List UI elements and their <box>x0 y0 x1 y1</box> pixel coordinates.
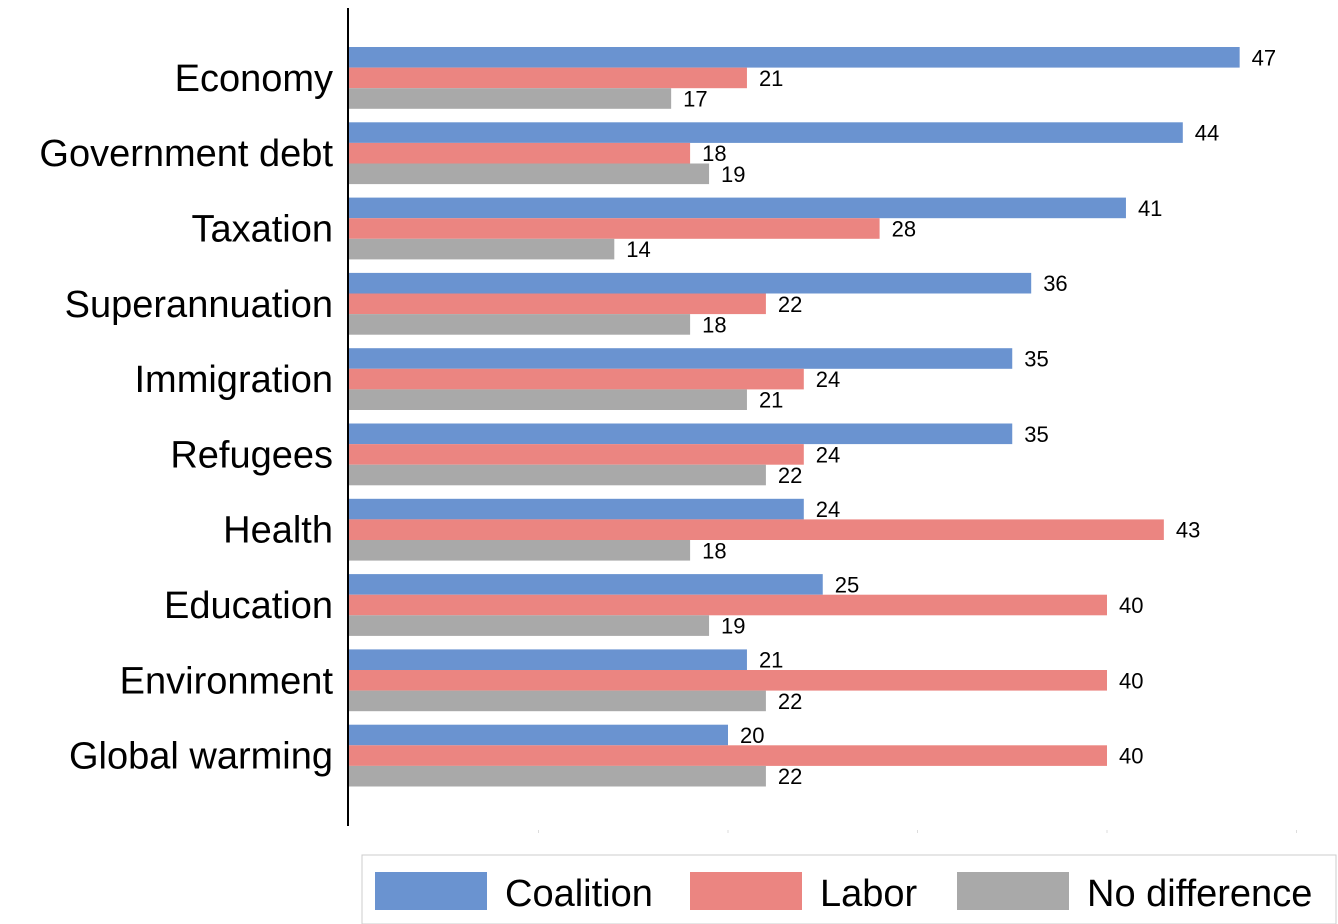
bar-coalition-taxation <box>349 197 1126 219</box>
value-label-labor-global-warming: 40 <box>1119 744 1143 769</box>
bar-labor-taxation <box>349 218 880 239</box>
legend: Coalition Labor No difference <box>361 854 1337 924</box>
category-label-health: Health <box>223 510 333 552</box>
bar-coalition-global-warming <box>349 724 728 746</box>
bar-labor-environment <box>349 670 1107 691</box>
value-label-labor-education: 40 <box>1119 593 1143 618</box>
bar-no-difference-immigration <box>349 389 747 410</box>
value-label-labor-refugees: 24 <box>816 442 840 467</box>
legend-swatch-no-difference <box>957 872 1069 910</box>
value-label-labor-superannuation: 22 <box>778 292 802 317</box>
category-label-immigration: Immigration <box>135 359 334 401</box>
bar-no-difference-refugees <box>349 464 766 486</box>
bar-labor-superannuation <box>349 293 766 315</box>
bar-no-difference-taxation <box>349 238 615 260</box>
bar-labor-immigration <box>349 368 804 390</box>
bar-no-difference-government-debt <box>349 163 710 185</box>
bar-coalition-education <box>349 574 823 595</box>
bar-labor-education <box>349 594 1107 616</box>
value-label-no-difference-government-debt: 19 <box>721 162 745 187</box>
value-label-coalition-taxation: 41 <box>1138 196 1162 221</box>
legend-frame <box>361 854 1337 924</box>
category-label-superannuation: Superannuation <box>65 284 333 326</box>
bar-labor-global-warming <box>349 745 1107 766</box>
bar-no-difference-health <box>349 540 691 561</box>
bar-labor-economy <box>349 67 747 89</box>
legend-swatch-coalition <box>375 872 487 910</box>
x-axis-ticks <box>538 830 1297 833</box>
value-label-labor-immigration: 24 <box>816 367 840 392</box>
category-label-government-debt: Government debt <box>39 133 333 175</box>
bar-coalition-refugees <box>349 423 1013 445</box>
value-label-no-difference-taxation: 14 <box>626 237 650 262</box>
category-label-taxation: Taxation <box>191 209 333 251</box>
value-label-no-difference-economy: 17 <box>683 87 707 112</box>
legend-label-labor: Labor <box>820 873 918 915</box>
category-label-global-warming: Global warming <box>69 736 333 778</box>
value-label-coalition-government-debt: 44 <box>1195 121 1219 146</box>
bar-coalition-health <box>349 498 804 520</box>
category-label-environment: Environment <box>120 660 334 702</box>
value-label-labor-environment: 40 <box>1119 668 1143 693</box>
bar-no-difference-environment <box>349 690 766 712</box>
bar-no-difference-education <box>349 615 710 636</box>
bar-coalition-economy <box>349 47 1240 68</box>
value-label-labor-taxation: 28 <box>892 217 916 242</box>
legend-label-no-difference: No difference <box>1087 873 1312 915</box>
category-label-economy: Economy <box>175 58 333 100</box>
bar-labor-government-debt <box>349 142 691 164</box>
value-label-coalition-economy: 47 <box>1252 45 1276 70</box>
bar-no-difference-economy <box>349 88 672 109</box>
bar-coalition-environment <box>349 649 747 670</box>
category-label-refugees: Refugees <box>170 434 333 476</box>
value-label-labor-health: 43 <box>1176 518 1200 543</box>
value-label-coalition-refugees: 35 <box>1024 422 1048 447</box>
value-label-no-difference-refugees: 22 <box>778 463 802 488</box>
value-label-labor-government-debt: 18 <box>702 141 726 166</box>
bar-coalition-immigration <box>349 348 1013 369</box>
bar-no-difference-global-warming <box>349 765 766 787</box>
value-label-coalition-environment: 21 <box>759 648 783 673</box>
value-label-no-difference-education: 19 <box>721 614 745 639</box>
value-label-labor-economy: 21 <box>759 66 783 91</box>
value-label-no-difference-superannuation: 18 <box>702 312 726 337</box>
value-label-no-difference-global-warming: 22 <box>778 764 802 789</box>
legend-swatch-labor <box>690 872 802 910</box>
value-label-coalition-education: 25 <box>835 572 859 597</box>
bar-coalition-superannuation <box>349 272 1032 294</box>
bar-no-difference-superannuation <box>349 314 691 335</box>
value-label-no-difference-environment: 22 <box>778 689 802 714</box>
bar-labor-refugees <box>349 444 804 465</box>
value-label-no-difference-immigration: 21 <box>759 388 783 413</box>
value-label-no-difference-health: 18 <box>702 538 726 563</box>
value-label-coalition-superannuation: 36 <box>1043 271 1067 296</box>
category-label-education: Education <box>164 585 333 627</box>
value-label-coalition-global-warming: 20 <box>740 723 764 748</box>
legend-label-coalition: Coalition <box>505 873 653 915</box>
bar-labor-health <box>349 519 1164 540</box>
value-label-coalition-health: 24 <box>816 497 840 522</box>
value-label-coalition-immigration: 35 <box>1024 347 1048 372</box>
bars-layer <box>349 47 1240 787</box>
bar-coalition-government-debt <box>349 122 1183 143</box>
